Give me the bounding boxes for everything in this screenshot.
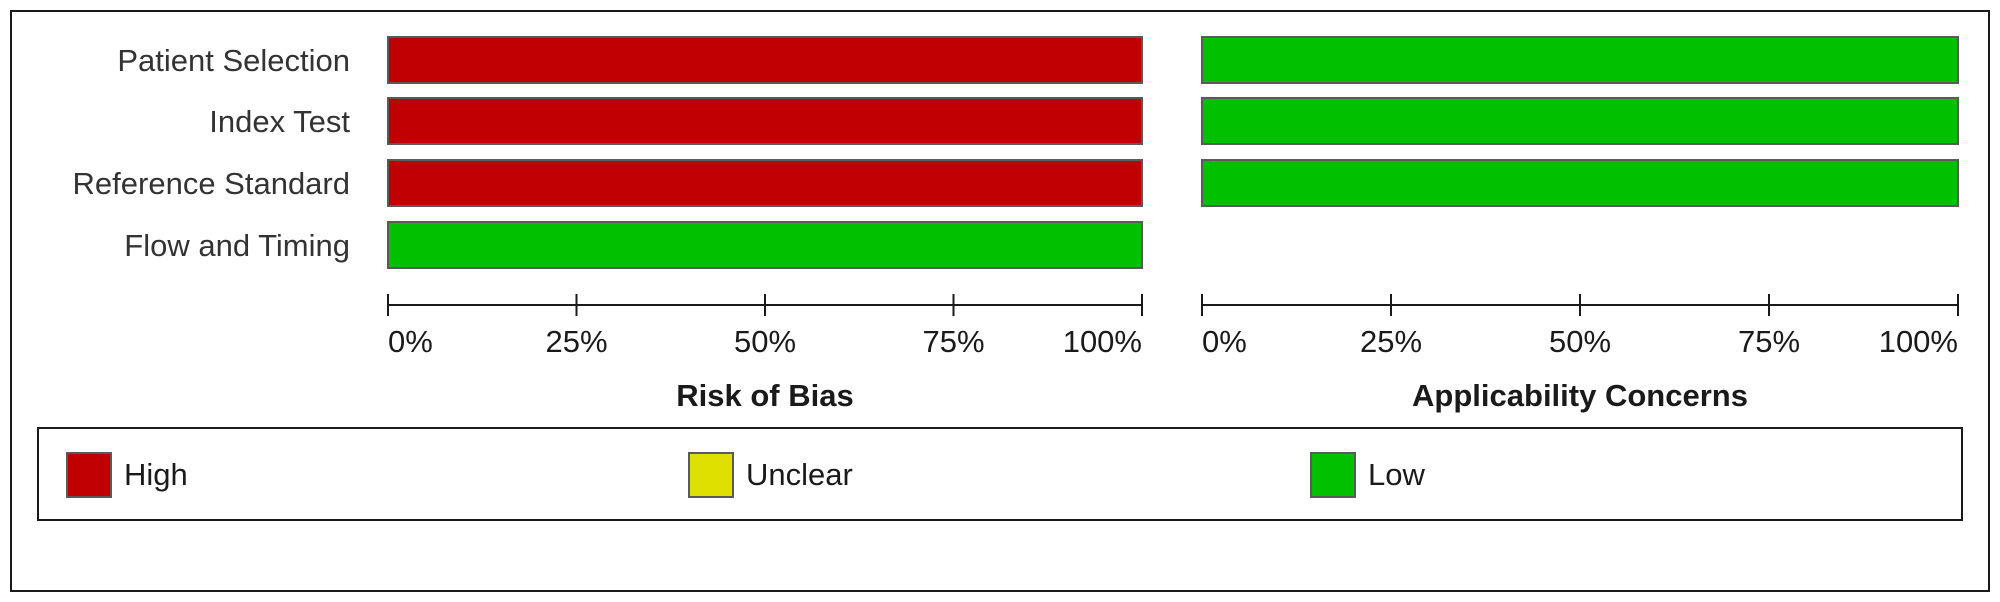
legend-label-high: High bbox=[124, 457, 188, 492]
legend-item-high: High bbox=[66, 450, 188, 500]
category-label-flow-and-timing: Flow and Timing bbox=[124, 228, 350, 263]
bar-applicability-concerns-patient-selection-low bbox=[1201, 36, 1959, 84]
panel-applicability-concerns: 0% 25% 50% 75% 100% Applicability Concerns bbox=[1201, 36, 1959, 413]
bar-risk-of-bias-patient-selection-high bbox=[387, 36, 1143, 84]
category-labels: Patient Selection Index Test Reference Sta… bbox=[73, 43, 351, 263]
legend-label-low: Low bbox=[1368, 457, 1425, 492]
chart-panels: 0% 25% 50% 75% 100% Risk of Bias 0% 25% 50% 75% 10… bbox=[387, 36, 1959, 413]
category-label-reference-standard: Reference Standard bbox=[73, 166, 350, 201]
x-tick-label-applicability-concerns-0: 0% bbox=[1202, 324, 1247, 359]
x-tick-label-risk-of-bias-0: 0% bbox=[388, 324, 433, 359]
panel-risk-of-bias: 0% 25% 50% 75% 100% Risk of Bias bbox=[387, 36, 1143, 413]
legend-swatch-high bbox=[66, 452, 112, 498]
panel-title-risk-of-bias: Risk of Bias bbox=[676, 378, 853, 413]
x-tick-label-applicability-concerns-4: 100% bbox=[1879, 324, 1958, 359]
legend: High Unclear Low bbox=[37, 427, 1963, 521]
x-tick-label-risk-of-bias-1: 25% bbox=[545, 324, 607, 359]
legend-swatch-low bbox=[1310, 452, 1356, 498]
x-tick-label-applicability-concerns-1: 25% bbox=[1360, 324, 1422, 359]
bar-applicability-concerns-reference-standard-low bbox=[1201, 159, 1959, 207]
x-tick-label-applicability-concerns-2: 50% bbox=[1549, 324, 1611, 359]
legend-label-unclear: Unclear bbox=[746, 457, 853, 492]
legend-item-low: Low bbox=[1310, 450, 1425, 500]
legend-item-unclear: Unclear bbox=[688, 450, 853, 500]
panel-title-applicability-concerns: Applicability Concerns bbox=[1412, 378, 1748, 413]
bar-risk-of-bias-reference-standard-high bbox=[387, 159, 1143, 207]
category-label-index-test: Index Test bbox=[209, 104, 350, 139]
category-label-patient-selection: Patient Selection bbox=[117, 43, 350, 78]
x-tick-label-applicability-concerns-3: 75% bbox=[1738, 324, 1800, 359]
bar-applicability-concerns-index-test-low bbox=[1201, 97, 1959, 145]
x-tick-label-risk-of-bias-4: 100% bbox=[1063, 324, 1142, 359]
legend-swatch-unclear bbox=[688, 452, 734, 498]
x-tick-label-risk-of-bias-3: 75% bbox=[922, 324, 984, 359]
x-tick-label-risk-of-bias-2: 50% bbox=[734, 324, 796, 359]
bar-risk-of-bias-flow-and-timing-low bbox=[387, 221, 1143, 269]
bar-risk-of-bias-index-test-high bbox=[387, 97, 1143, 145]
